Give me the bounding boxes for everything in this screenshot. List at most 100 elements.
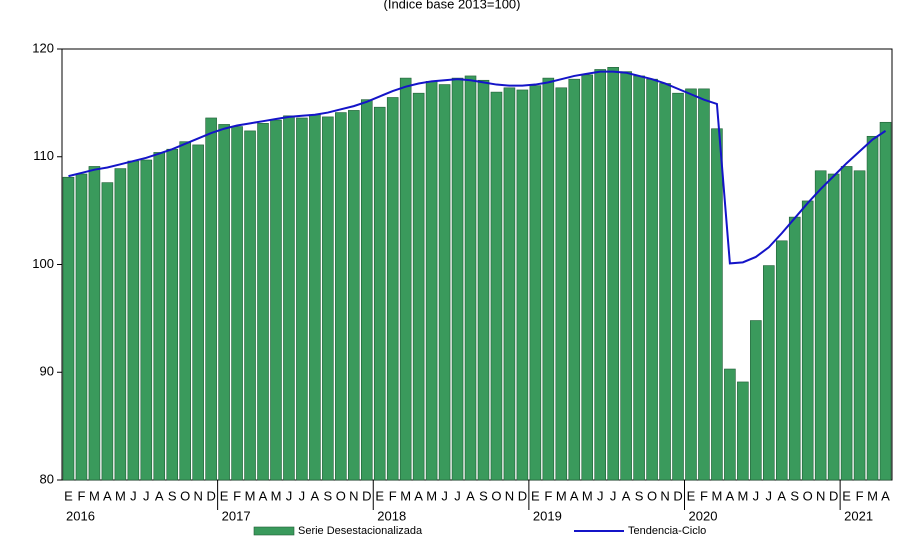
x-tick-label: M	[582, 488, 593, 503]
bar	[88, 166, 101, 481]
x-tick-label: F	[233, 488, 241, 503]
x-tick-label: J	[597, 488, 604, 503]
bar	[750, 320, 762, 481]
bar	[244, 130, 256, 481]
year-label: 2019	[533, 508, 562, 523]
x-tick-label: E	[220, 488, 229, 503]
x-tick-label: J	[130, 488, 137, 503]
x-tick-label: A	[259, 488, 268, 503]
bar	[101, 182, 114, 481]
bar	[581, 74, 594, 481]
bar	[529, 85, 542, 481]
y-tick-label: 90	[40, 364, 54, 379]
bar	[685, 88, 697, 481]
bar	[477, 79, 490, 481]
x-tick-label: D	[518, 488, 527, 503]
bar	[283, 115, 295, 481]
x-tick-label: M	[737, 488, 748, 503]
x-tick-label: E	[531, 488, 540, 503]
bar	[711, 128, 723, 481]
bar	[516, 89, 529, 481]
bar	[555, 87, 568, 481]
x-tick-label: A	[155, 488, 164, 503]
x-tick-label: J	[610, 488, 617, 503]
bar	[412, 92, 425, 481]
y-tick-label: 120	[32, 40, 54, 55]
bar	[814, 170, 827, 481]
bar	[542, 77, 555, 481]
x-tick-label: F	[700, 488, 708, 503]
x-tick-label: O	[180, 488, 190, 503]
x-tick-label: J	[143, 488, 150, 503]
bar	[348, 110, 360, 481]
bar	[373, 106, 386, 481]
x-tick-label: J	[286, 488, 293, 503]
bar	[114, 168, 127, 481]
x-tick-label: A	[414, 488, 423, 503]
year-label: 2016	[66, 508, 95, 523]
x-tick-label: N	[349, 488, 358, 503]
x-tick-label: N	[193, 488, 202, 503]
x-tick-label: E	[64, 488, 73, 503]
bar	[607, 67, 619, 481]
x-tick-label: A	[777, 488, 786, 503]
bar	[737, 381, 749, 481]
trend-line	[68, 70, 887, 265]
x-tick-label: A	[881, 488, 890, 503]
bar	[827, 173, 840, 481]
bar	[205, 117, 217, 481]
x-tick-label: D	[829, 488, 838, 503]
bar	[309, 114, 321, 481]
x-tick-label: M	[712, 488, 723, 503]
x-tick-label: J	[441, 488, 448, 503]
year-label: 2018	[377, 508, 406, 523]
x-tick-label: S	[168, 488, 177, 503]
x-tick-label: M	[115, 488, 126, 503]
bar	[594, 69, 606, 481]
x-tick-label: O	[336, 488, 346, 503]
bar	[724, 368, 736, 481]
x-tick-label: N	[505, 488, 514, 503]
y-tick-label: 110	[33, 148, 54, 163]
x-tick-label: S	[324, 488, 333, 503]
bar	[801, 200, 814, 481]
legend-swatch	[253, 526, 295, 536]
y-tick-label: 80	[40, 471, 54, 486]
x-tick-label: F	[856, 488, 864, 503]
x-tick-label: D	[362, 488, 371, 503]
bar	[568, 78, 581, 481]
x-tick-label: O	[803, 488, 813, 503]
x-tick-label: F	[389, 488, 397, 503]
bar	[192, 144, 204, 481]
x-tick-label: A	[570, 488, 579, 503]
bar	[840, 166, 853, 481]
x-tick-label: J	[753, 488, 760, 503]
bar	[646, 78, 658, 481]
bar	[75, 173, 88, 481]
bar	[62, 176, 75, 481]
bar	[464, 75, 477, 481]
x-tick-label: M	[89, 488, 100, 503]
x-tick-label: J	[454, 488, 461, 503]
bar	[322, 116, 334, 481]
bar	[296, 117, 308, 481]
bar	[270, 119, 282, 481]
bar	[335, 112, 347, 481]
x-tick-label: O	[491, 488, 501, 503]
x-tick-label: F	[544, 488, 552, 503]
bar	[659, 83, 671, 481]
bar	[231, 126, 243, 481]
x-tick-label: N	[816, 488, 825, 503]
bar	[438, 84, 451, 481]
bar	[620, 71, 632, 481]
x-tick-label: D	[673, 488, 682, 503]
x-tick-label: E	[842, 488, 851, 503]
bar	[672, 92, 684, 481]
x-tick-label: A	[466, 488, 475, 503]
x-tick-label: M	[556, 488, 567, 503]
bar	[179, 141, 191, 481]
bar	[763, 265, 775, 481]
x-tick-label: S	[479, 488, 488, 503]
x-tick-label: A	[622, 488, 631, 503]
